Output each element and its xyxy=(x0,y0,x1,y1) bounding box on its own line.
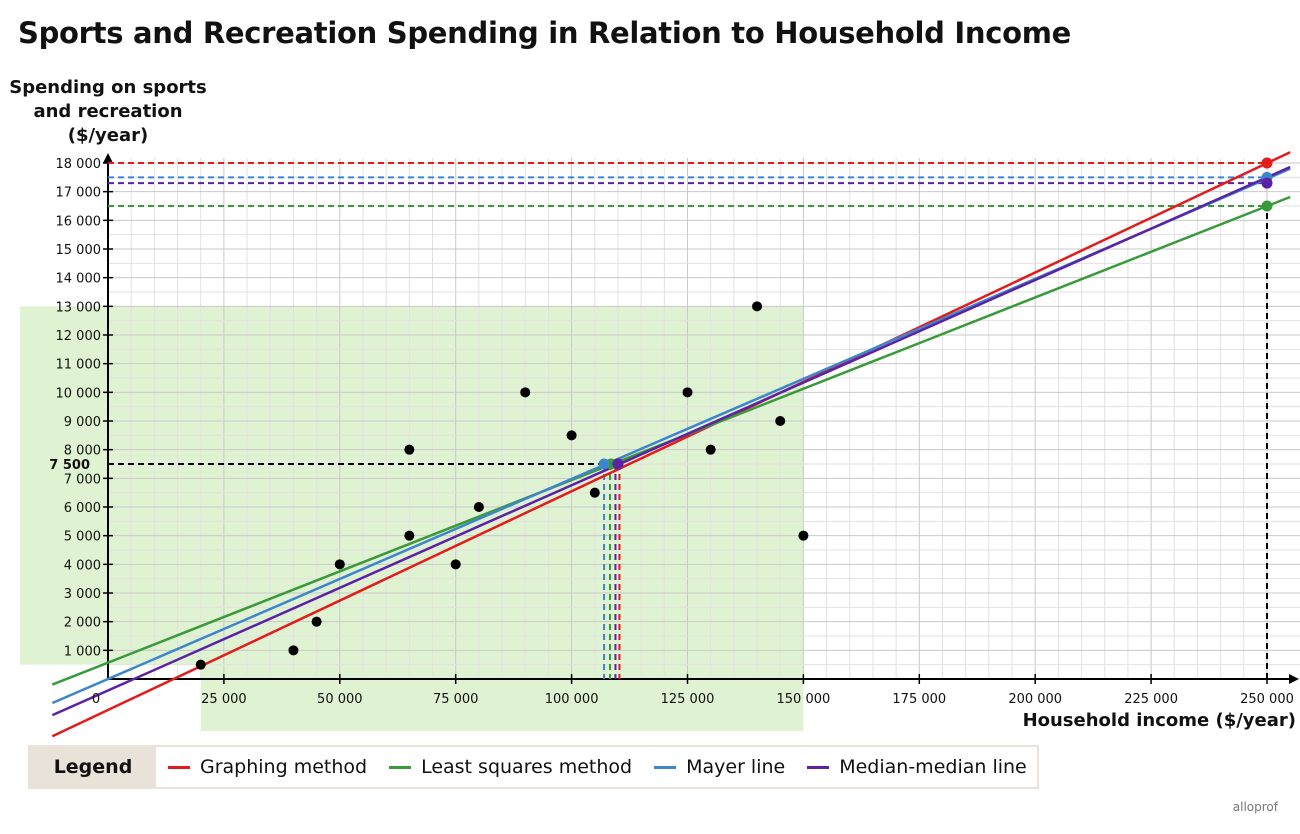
legend-item: Least squares method xyxy=(389,756,632,778)
y-tick-label-7500: 7 500 xyxy=(49,458,90,473)
y-tick-label: 14 000 xyxy=(56,272,102,287)
data-point xyxy=(752,301,763,312)
x-tick-label: 125 000 xyxy=(661,692,715,707)
legend-label: Mayer line xyxy=(686,756,786,778)
prediction-point xyxy=(1261,177,1273,189)
legend-swatch xyxy=(807,765,830,769)
legend-item: Graphing method xyxy=(168,756,367,778)
y-tick-label: 9 000 xyxy=(64,415,101,430)
legend-title: Legend xyxy=(30,747,156,787)
credit-logo-text: alloprof xyxy=(1232,800,1278,814)
data-point xyxy=(798,530,809,541)
legend-item: Mayer line xyxy=(654,756,785,778)
y-tick-label: 10 000 xyxy=(56,386,102,401)
legend-swatch xyxy=(654,765,677,769)
x-tick-label: 225 000 xyxy=(1124,692,1178,707)
y-tick-label: 11 000 xyxy=(56,358,102,373)
regression-line xyxy=(51,165,1291,717)
x-tick-label: 175 000 xyxy=(892,692,946,707)
mean-point xyxy=(598,458,610,470)
data-point xyxy=(450,559,461,570)
regression-line xyxy=(51,151,1291,738)
y-tick-label: 16 000 xyxy=(56,214,102,229)
y-tick-label: 8 000 xyxy=(64,444,101,459)
legend: Legend Graphing method Least squares meth… xyxy=(28,745,1039,789)
x-tick-label: 200 000 xyxy=(1008,692,1062,707)
shaded-y-range xyxy=(20,306,201,665)
y-tick-label: 6 000 xyxy=(64,501,101,516)
legend-label: Graphing method xyxy=(200,756,368,778)
y-axis-arrow xyxy=(103,153,113,163)
axes xyxy=(103,153,1299,684)
chart-title: Sports and Recreation Spending in Relati… xyxy=(18,16,1072,50)
y-tick-label: 17 000 xyxy=(56,186,102,201)
regression-lines xyxy=(51,151,1291,738)
y-tick-label: 1 000 xyxy=(64,644,101,659)
prediction-point xyxy=(1261,157,1273,169)
y-tick-label: 12 000 xyxy=(56,329,102,344)
legend-swatch xyxy=(168,765,190,769)
data-point xyxy=(589,487,600,498)
y-tick-label: 3 000 xyxy=(64,587,101,602)
data-point xyxy=(311,616,322,627)
tick-labels: 0 25 000 50 000 75 000 100 000 125 000 150 000… xyxy=(49,157,1294,707)
x-tick-label: 250 000 xyxy=(1240,692,1294,707)
y-tick-label: 7 000 xyxy=(64,472,101,487)
x-tick-label: 50 000 xyxy=(317,692,363,707)
data-point xyxy=(404,530,415,541)
y-tick-label: 2 000 xyxy=(64,616,101,631)
legend-items: Graphing method Least squares method Mayer… xyxy=(156,756,1037,778)
y-tick-label: 5 000 xyxy=(64,530,101,545)
legend-label: Median-median line xyxy=(839,756,1027,778)
data-points xyxy=(195,157,1273,670)
data-point xyxy=(705,444,716,455)
data-point xyxy=(334,559,345,570)
data-point xyxy=(566,430,577,441)
data-point xyxy=(520,387,531,398)
prediction-point xyxy=(1261,200,1273,212)
x-tick-label: 150 000 xyxy=(777,692,831,707)
data-point xyxy=(682,387,693,398)
data-point xyxy=(288,645,299,656)
y-tick-label: 18 000 xyxy=(56,157,102,172)
mean-point xyxy=(612,458,624,470)
y-tick-label: 15 000 xyxy=(56,243,102,258)
y-tick-label: 4 000 xyxy=(64,558,101,573)
legend-item: Median-median line xyxy=(807,756,1027,778)
y-axis-label: Spending on sports and recreation ($/yea… xyxy=(9,77,207,146)
x-tick-label: 0 xyxy=(92,692,100,707)
x-axis-arrow xyxy=(1289,674,1299,684)
x-axis-label: Household income ($/year) xyxy=(1022,710,1296,731)
legend-label: Least squares method xyxy=(421,756,633,778)
x-tick-label: 25 000 xyxy=(201,692,247,707)
y-tick-label: 13 000 xyxy=(56,300,102,315)
reference-lines xyxy=(108,162,1268,679)
data-point xyxy=(473,502,484,512)
data-point xyxy=(775,416,786,426)
x-tick-label: 75 000 xyxy=(433,692,479,707)
data-point xyxy=(404,444,415,455)
data-point xyxy=(195,659,206,670)
legend-swatch xyxy=(389,765,412,769)
chart-plot-area: 0 25 000 50 000 75 000 100 000 125 000 150 000… xyxy=(20,151,1300,738)
x-tick-label: 100 000 xyxy=(545,692,599,707)
